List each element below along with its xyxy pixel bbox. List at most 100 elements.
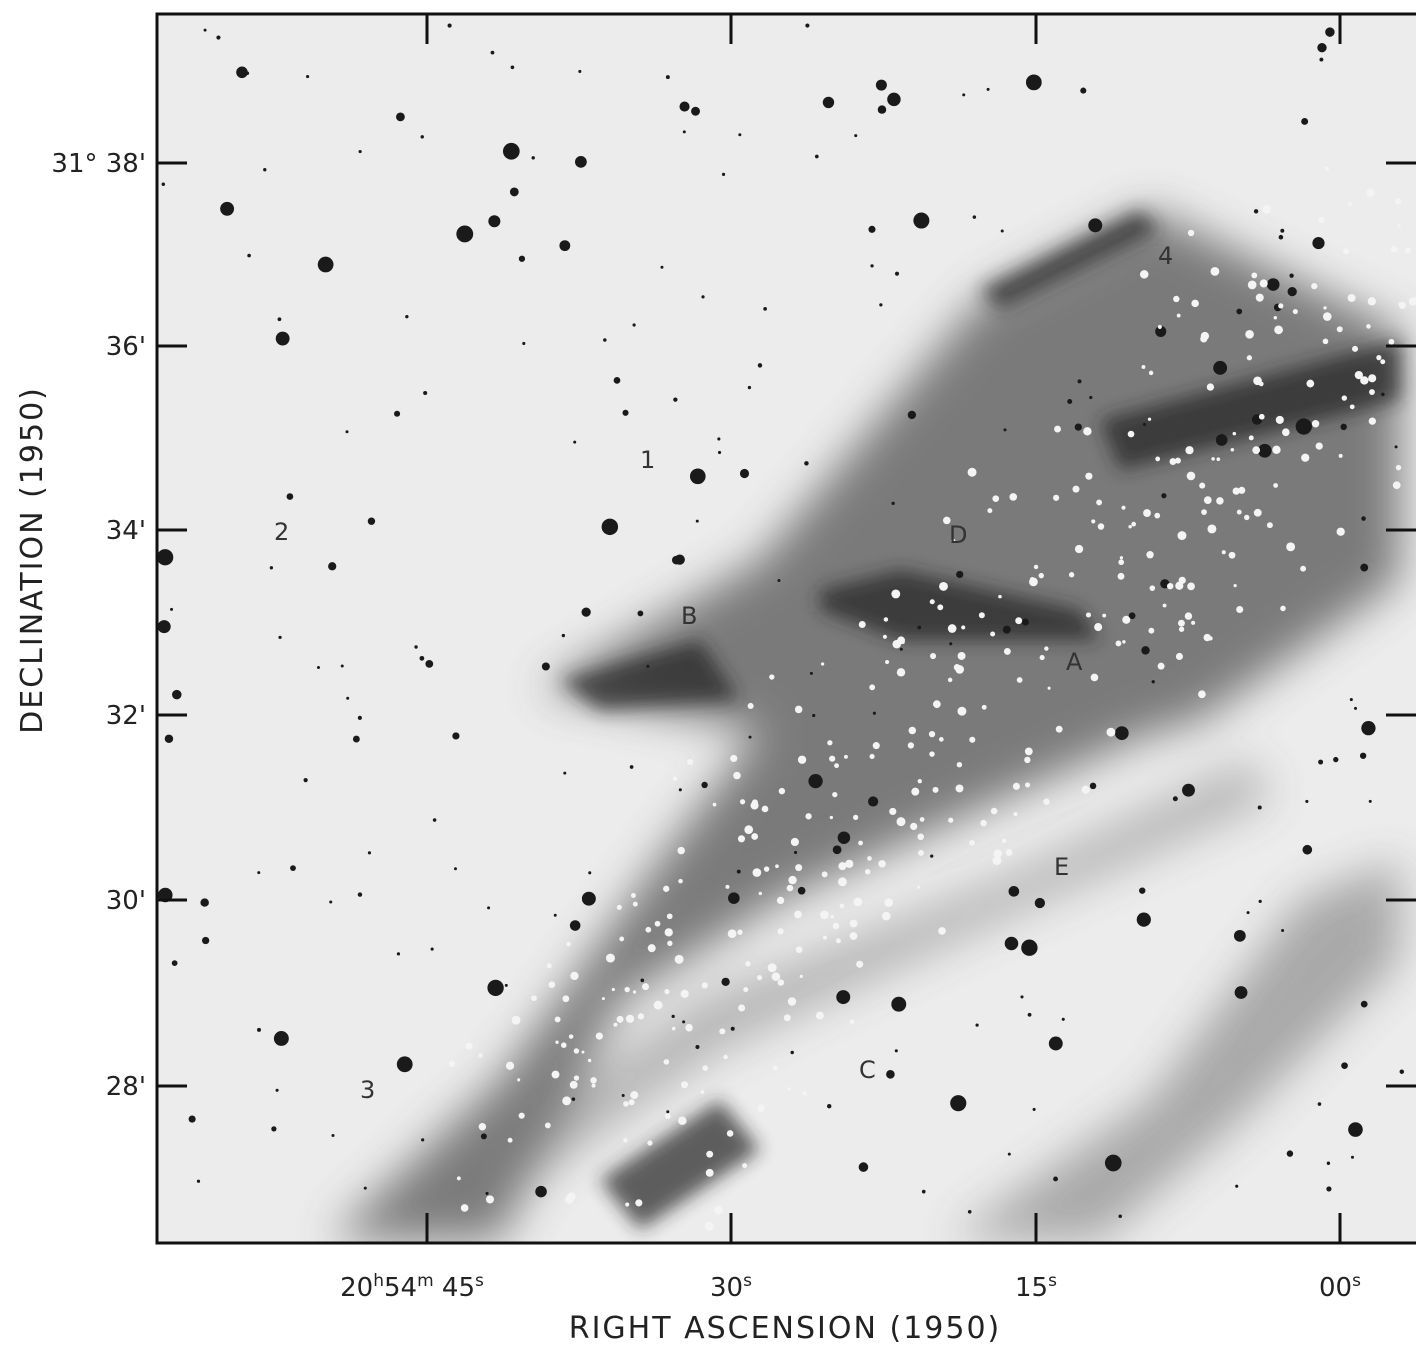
x-tick-label: 30s — [710, 1271, 752, 1303]
star — [1137, 913, 1151, 927]
tick-label-part: 15 — [1015, 1273, 1048, 1303]
speckle — [742, 1163, 747, 1168]
speckle — [1272, 446, 1280, 454]
speckle — [937, 604, 943, 610]
star — [683, 130, 686, 133]
star — [487, 980, 503, 996]
star — [975, 1024, 978, 1027]
speckle — [930, 653, 936, 659]
star — [510, 188, 519, 197]
speckle — [844, 755, 848, 759]
star — [197, 1180, 200, 1183]
region-label: 4 — [1158, 242, 1173, 270]
speckle — [1273, 483, 1278, 488]
speckle — [1259, 382, 1264, 387]
speckle — [918, 779, 922, 783]
star — [559, 240, 570, 251]
speckle — [1175, 582, 1183, 590]
star — [731, 1027, 735, 1031]
speckle — [1350, 404, 1355, 409]
speckle — [1043, 799, 1049, 805]
star — [1301, 118, 1308, 125]
star — [247, 254, 251, 258]
speckle — [891, 589, 900, 598]
star — [485, 1192, 488, 1195]
speckle — [570, 972, 578, 980]
speckle — [738, 1004, 745, 1011]
star — [588, 871, 591, 874]
star — [962, 93, 965, 96]
star — [1369, 800, 1372, 803]
star — [1312, 237, 1324, 249]
speckle — [1141, 365, 1145, 369]
star — [1305, 800, 1308, 803]
speckle — [830, 915, 833, 918]
speckle — [920, 817, 925, 822]
star — [1105, 1155, 1122, 1172]
tick-label-part: 30 — [710, 1273, 743, 1303]
star — [1003, 626, 1011, 634]
speckle — [512, 1016, 521, 1025]
speckle — [1274, 325, 1283, 334]
speckle — [1002, 839, 1006, 843]
speckle — [1015, 617, 1022, 624]
star — [1326, 1186, 1331, 1191]
speckle — [1398, 302, 1402, 306]
star — [640, 979, 644, 983]
speckle — [1248, 281, 1257, 290]
speckle — [957, 762, 962, 767]
speckle — [638, 1013, 644, 1019]
speckle — [1201, 509, 1207, 515]
speckle — [979, 612, 985, 618]
speckle — [1040, 655, 1045, 660]
star — [572, 1097, 576, 1101]
star — [913, 213, 929, 229]
star — [1009, 886, 1020, 897]
speckle — [885, 660, 889, 664]
speckle — [1154, 513, 1160, 519]
speckle — [1122, 640, 1125, 643]
star — [859, 1162, 869, 1172]
star — [701, 782, 707, 788]
star — [812, 714, 815, 717]
speckle — [645, 927, 651, 933]
star — [1254, 209, 1258, 213]
star — [1001, 229, 1004, 232]
star — [1028, 1013, 1032, 1017]
speckle — [1004, 648, 1011, 655]
speckle — [545, 1123, 551, 1129]
speckle — [552, 1071, 560, 1079]
speckle — [565, 1195, 573, 1203]
star — [421, 1138, 424, 1141]
speckle — [1056, 726, 1063, 733]
speckle — [1210, 267, 1219, 276]
star — [833, 845, 842, 854]
speckle — [917, 886, 920, 889]
speckle — [798, 756, 806, 764]
speckle — [779, 788, 785, 794]
tick-label-part: 00 — [1319, 1273, 1352, 1303]
speckle — [1348, 202, 1352, 206]
speckle — [486, 1195, 494, 1203]
speckle — [775, 864, 779, 868]
speckle — [654, 1001, 663, 1010]
star — [1213, 361, 1227, 375]
speckle — [478, 1053, 482, 1057]
speckle — [681, 990, 689, 998]
speckle — [768, 963, 777, 972]
star — [879, 303, 882, 306]
star — [278, 317, 282, 321]
speckle — [723, 1055, 728, 1060]
star — [359, 150, 362, 153]
star — [808, 774, 822, 788]
star — [1235, 986, 1248, 999]
speckle — [750, 801, 758, 809]
speckle — [1366, 324, 1371, 329]
region-label: 3 — [360, 1076, 375, 1104]
star — [603, 338, 606, 341]
speckle — [769, 674, 774, 679]
star — [1173, 796, 1178, 801]
speckle — [1187, 583, 1195, 591]
star — [1003, 428, 1006, 431]
speckle — [1170, 458, 1177, 465]
